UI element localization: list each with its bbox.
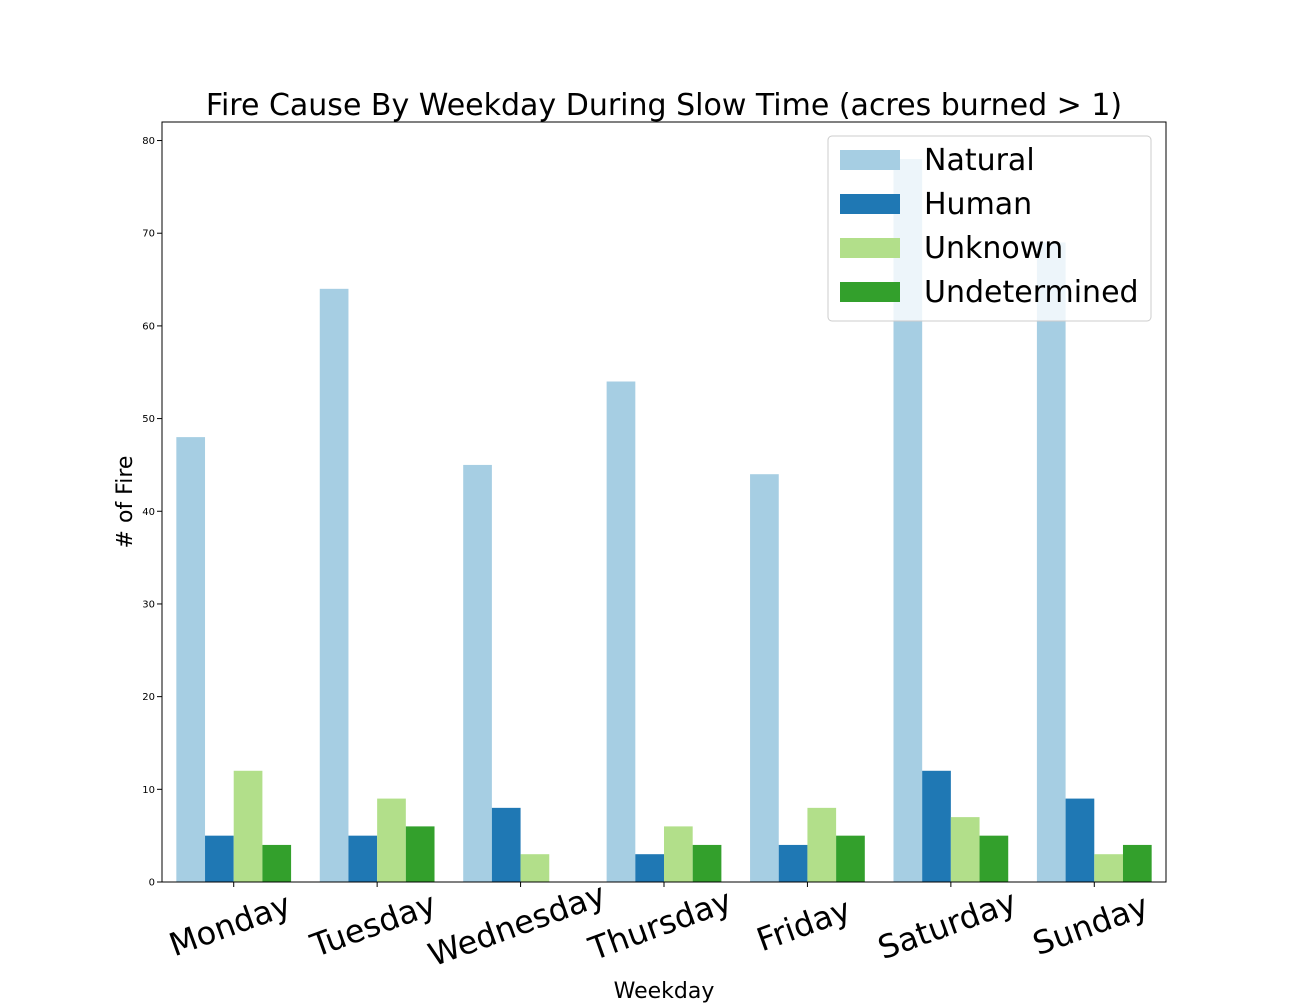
- bar-natural-tuesday: [319, 288, 349, 883]
- y-tick-label: 50: [142, 414, 155, 425]
- x-tick-label-thursday: Thursday: [583, 881, 737, 968]
- x-tick-label-wednesday: Wednesday: [423, 875, 610, 974]
- x-tick-label-saturday: Saturday: [873, 882, 1022, 967]
- y-tick-label: 20: [142, 692, 155, 703]
- bar-unknown-sunday: [1094, 854, 1123, 882]
- bar-human-saturday: [922, 770, 951, 882]
- bar-human-friday: [778, 844, 808, 882]
- y-tick-label: 10: [142, 785, 155, 796]
- x-tick-label-tuesday: Tuesday: [305, 885, 441, 966]
- legend-label-natural: Natural: [924, 143, 1035, 178]
- y-axis-label: # of Fire: [113, 456, 138, 549]
- legend-label-undetermined: Undetermined: [924, 275, 1139, 310]
- bar-undetermined-friday: [836, 835, 865, 882]
- legend-swatch-unknown: [840, 238, 900, 258]
- legend: Natural Human Unknown Undetermined: [827, 135, 1152, 322]
- bar-human-tuesday: [348, 835, 378, 882]
- x-tick-label-sunday: Sunday: [1028, 886, 1154, 963]
- legend-swatch-undetermined: [840, 282, 900, 302]
- bar-human-thursday: [635, 854, 664, 882]
- bar-undetermined-monday: [262, 844, 292, 882]
- legend-swatch-natural: [840, 150, 900, 170]
- bar-undetermined-tuesday: [405, 826, 435, 882]
- bar-unknown-friday: [807, 807, 837, 882]
- legend-swatch-human: [840, 194, 900, 214]
- bar-natural-wednesday: [463, 464, 492, 882]
- bar-natural-sunday: [1036, 242, 1066, 883]
- bar-human-monday: [205, 835, 234, 882]
- x-tick-label-friday: Friday: [752, 890, 856, 959]
- bar-human-sunday: [1065, 798, 1095, 882]
- bar-natural-monday: [176, 437, 206, 882]
- bar-undetermined-thursday: [692, 844, 722, 882]
- legend-label-unknown: Unknown: [924, 231, 1063, 266]
- bar-unknown-thursday: [664, 826, 693, 882]
- bar-natural-thursday: [606, 381, 636, 882]
- y-tick-label: 80: [142, 136, 155, 147]
- bar-unknown-wednesday: [520, 854, 550, 882]
- legend-label-human: Human: [924, 187, 1032, 222]
- legend-box: [827, 135, 1152, 322]
- bar-human-wednesday: [491, 807, 521, 882]
- bar-undetermined-sunday: [1122, 844, 1152, 882]
- bar-natural-friday: [750, 474, 779, 882]
- x-tick-label-monday: Monday: [164, 885, 296, 964]
- bar-unknown-tuesday: [377, 798, 406, 882]
- x-axis-label: Weekday: [614, 979, 715, 1004]
- bars-layer: [176, 159, 1152, 883]
- y-tick-label: 60: [142, 321, 155, 332]
- bar-undetermined-saturday: [979, 835, 1009, 882]
- y-tick-label: 30: [142, 599, 155, 610]
- y-tick-label: 40: [142, 507, 155, 518]
- y-axis: 0 10 20 30 40 50 60 70 80: [142, 136, 162, 889]
- bar-unknown-saturday: [950, 817, 980, 882]
- bar-unknown-monday: [233, 770, 263, 882]
- chart-title: Fire Cause By Weekday During Slow Time (…: [206, 88, 1122, 123]
- y-tick-label: 70: [142, 229, 155, 240]
- y-tick-label: 0: [149, 878, 155, 889]
